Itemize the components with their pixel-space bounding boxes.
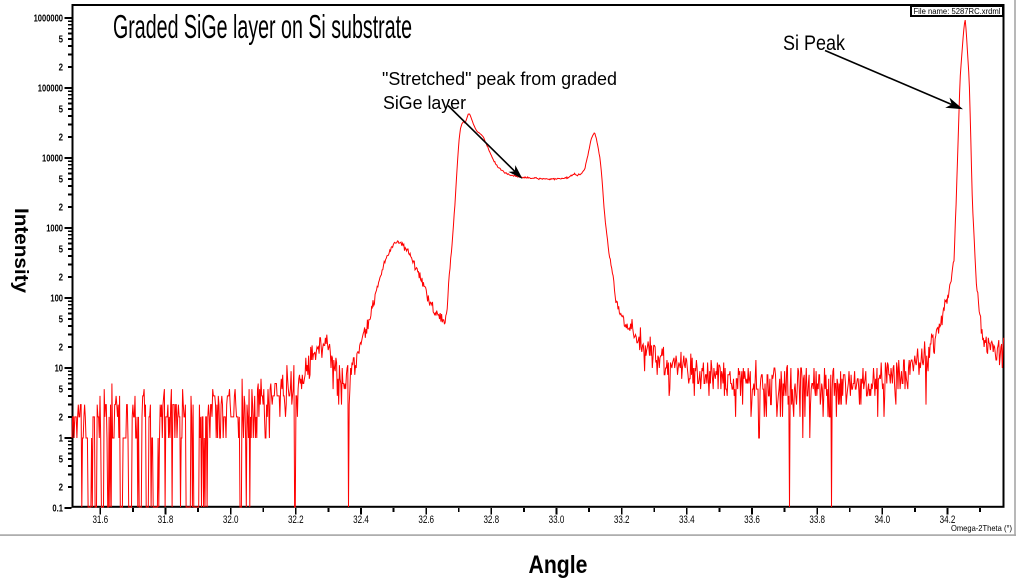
svg-text:2: 2 <box>59 62 64 73</box>
svg-text:5: 5 <box>59 175 64 186</box>
svg-text:2: 2 <box>59 202 64 213</box>
svg-text:31.6: 31.6 <box>92 514 108 526</box>
svg-text:SiGe layer: SiGe layer <box>383 93 466 113</box>
svg-text:5: 5 <box>59 455 64 466</box>
svg-text:5: 5 <box>59 385 64 396</box>
svg-text:34.2: 34.2 <box>940 514 956 526</box>
svg-text:10: 10 <box>55 364 64 375</box>
svg-text:Si Peak: Si Peak <box>783 32 845 55</box>
svg-text:2: 2 <box>59 412 64 423</box>
svg-text:33.4: 33.4 <box>679 514 695 526</box>
svg-text:File name: 5287RC.xrdml: File name: 5287RC.xrdml <box>914 7 1001 16</box>
svg-text:33.0: 33.0 <box>549 514 565 526</box>
svg-text:Intensity: Intensity <box>10 208 32 293</box>
svg-text:1: 1 <box>59 434 64 445</box>
svg-text:32.0: 32.0 <box>223 514 239 526</box>
svg-text:Graded SiGe layer on Si substr: Graded SiGe layer on Si substrate <box>113 8 412 45</box>
svg-text:"Stretched" peak from graded: "Stretched" peak from graded <box>382 69 617 89</box>
svg-text:100000: 100000 <box>38 84 64 95</box>
svg-text:0.1: 0.1 <box>52 504 63 515</box>
svg-text:5: 5 <box>59 35 64 46</box>
svg-text:2: 2 <box>59 482 64 493</box>
svg-text:5: 5 <box>59 315 64 326</box>
svg-text:33.2: 33.2 <box>614 514 630 526</box>
svg-text:2: 2 <box>59 272 64 283</box>
svg-text:31.8: 31.8 <box>158 514 174 526</box>
svg-text:32.4: 32.4 <box>353 514 369 526</box>
svg-text:2: 2 <box>59 342 64 353</box>
svg-text:5: 5 <box>59 105 64 116</box>
svg-text:Angle: Angle <box>529 551 588 579</box>
svg-text:5: 5 <box>59 245 64 256</box>
svg-text:34.0: 34.0 <box>874 514 890 526</box>
svg-text:2: 2 <box>59 132 64 143</box>
svg-text:100: 100 <box>50 294 63 305</box>
svg-text:10000: 10000 <box>42 154 63 165</box>
svg-text:32.2: 32.2 <box>288 514 304 526</box>
svg-text:33.8: 33.8 <box>809 514 825 526</box>
svg-text:33.6: 33.6 <box>744 514 760 526</box>
svg-text:32.6: 32.6 <box>418 514 434 526</box>
svg-text:1000000: 1000000 <box>34 14 64 25</box>
svg-text:32.8: 32.8 <box>483 514 499 526</box>
svg-text:Omega-2Theta (°): Omega-2Theta (°) <box>951 523 1012 533</box>
svg-text:1000: 1000 <box>46 224 63 235</box>
